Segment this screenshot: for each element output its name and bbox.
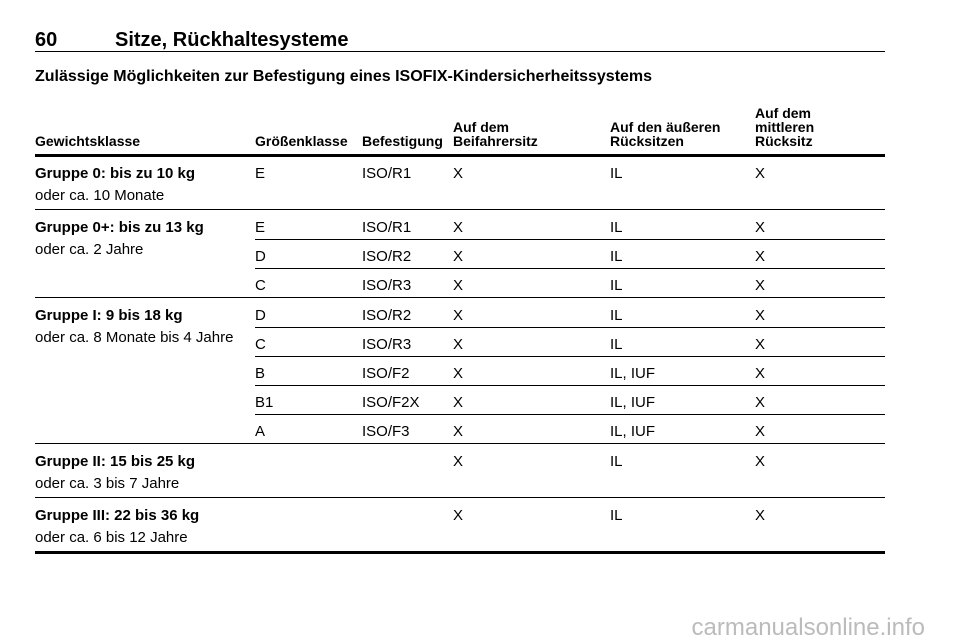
cell: X — [755, 165, 766, 182]
cell: IL — [610, 507, 623, 524]
cell: IL — [610, 165, 623, 182]
group-label: Gruppe I: 9 bis 18 kg — [35, 307, 183, 324]
page-number: 60 — [35, 29, 58, 51]
cell: IL — [610, 248, 623, 265]
cell: X — [755, 248, 766, 265]
cell: X — [755, 307, 766, 324]
group-rule — [35, 209, 885, 210]
group-label: Gruppe III: 22 bis 36 kg — [35, 507, 200, 524]
cell: X — [755, 453, 766, 470]
row-rule — [255, 356, 885, 357]
row-rule — [255, 385, 885, 386]
column-header: Auf den äußeren Rücksitzen — [610, 119, 721, 149]
cell: IL — [610, 219, 623, 236]
cell: X — [755, 507, 766, 524]
cell: X — [453, 248, 464, 265]
row-rule — [255, 327, 885, 328]
column-header: Auf dem Beifahrersitz — [453, 119, 538, 149]
cell: ISO/R1 — [362, 219, 412, 236]
column-header: Auf dem mittleren Rücksitz — [755, 105, 815, 149]
subtitle: Zulässige Möglichkeiten zur Befestigung … — [35, 68, 653, 85]
watermark: carmanualsonline.info — [691, 614, 925, 641]
cell: C — [255, 277, 266, 294]
group-note: oder ca. 10 Monate — [35, 187, 165, 204]
cell: IL, IUF — [610, 394, 656, 411]
cell: X — [755, 394, 766, 411]
cell: IL, IUF — [610, 423, 656, 440]
cell: B — [255, 365, 266, 382]
cell: D — [255, 307, 266, 324]
cell: IL — [610, 277, 623, 294]
column-header: Gewichtsklasse — [35, 133, 141, 149]
cell: C — [255, 336, 266, 353]
cell: X — [755, 277, 766, 294]
cell: D — [255, 248, 266, 265]
cell: X — [453, 423, 464, 440]
cell: X — [453, 365, 464, 382]
header-rule — [35, 154, 885, 157]
cell: IL — [610, 307, 623, 324]
group-rule — [35, 551, 885, 554]
row-rule — [255, 268, 885, 269]
group-note: oder ca. 8 Monate bis 4 Jahre — [35, 329, 234, 346]
cell: X — [453, 307, 464, 324]
cell: ISO/R2 — [362, 248, 412, 265]
cell: IL, IUF — [610, 365, 656, 382]
group-label: Gruppe 0: bis zu 10 kg — [35, 165, 196, 182]
cell: X — [755, 365, 766, 382]
group-label: Gruppe II: 15 bis 25 kg — [35, 453, 196, 470]
section-title: Sitze, Rückhaltesysteme — [115, 29, 349, 51]
group-note: oder ca. 6 bis 12 Jahre — [35, 529, 188, 546]
cell: E — [255, 219, 266, 236]
cell: ISO/R2 — [362, 307, 412, 324]
column-header: Größenklasse — [255, 133, 348, 149]
cell: X — [755, 423, 766, 440]
group-rule — [35, 443, 885, 444]
row-rule — [255, 239, 885, 240]
cell: E — [255, 165, 266, 182]
group-label: Gruppe 0+: bis zu 13 kg — [35, 219, 204, 236]
cell: ISO/R3 — [362, 336, 412, 353]
cell: X — [453, 394, 464, 411]
cell: X — [755, 219, 766, 236]
cell: X — [453, 219, 464, 236]
cell: A — [255, 423, 266, 440]
cell: ISO/F2 — [362, 365, 410, 382]
cell: IL — [610, 453, 623, 470]
cell: ISO/R1 — [362, 165, 412, 182]
cell: ISO/F3 — [362, 423, 410, 440]
cell: X — [453, 507, 464, 524]
cell: X — [453, 165, 464, 182]
group-rule — [35, 497, 885, 498]
group-note: oder ca. 3 bis 7 Jahre — [35, 475, 180, 492]
cell: X — [453, 453, 464, 470]
group-note: oder ca. 2 Jahre — [35, 241, 144, 258]
cell: B1 — [255, 394, 274, 411]
cell: X — [453, 336, 464, 353]
cell: X — [755, 336, 766, 353]
group-rule — [35, 297, 885, 298]
cell: ISO/R3 — [362, 277, 412, 294]
column-header: Befestigung — [362, 133, 443, 149]
header-rule — [35, 51, 885, 52]
cell: ISO/F2X — [362, 394, 420, 411]
cell: IL — [610, 336, 623, 353]
row-rule — [255, 414, 885, 415]
cell: X — [453, 277, 464, 294]
